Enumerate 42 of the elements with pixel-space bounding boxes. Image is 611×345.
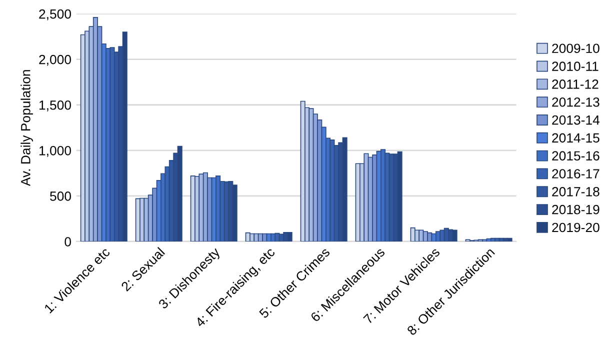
bar xyxy=(503,238,508,242)
bar xyxy=(342,137,348,242)
bar xyxy=(494,238,500,242)
bar xyxy=(198,174,204,242)
bar xyxy=(274,232,280,242)
bar xyxy=(177,146,182,242)
bar xyxy=(384,152,390,242)
y-tick-label: 1,500 xyxy=(40,100,71,112)
legend-label: 2016-17 xyxy=(552,169,600,178)
bar xyxy=(427,232,432,242)
legend-label: 2018-19 xyxy=(552,204,600,214)
bar xyxy=(397,151,402,242)
bar xyxy=(122,32,128,242)
bar xyxy=(418,230,424,242)
y-tick-label: 1,000 xyxy=(40,146,71,157)
y-tick-label: 2,500 xyxy=(39,9,71,20)
bar xyxy=(448,229,454,242)
bar xyxy=(232,184,238,242)
legend-label: 2019-20 xyxy=(552,222,600,232)
bar xyxy=(330,140,335,242)
legend-label: 2015-16 xyxy=(552,151,600,161)
bar xyxy=(507,238,512,242)
bar xyxy=(364,153,369,242)
bar xyxy=(283,232,288,242)
legend-label: 2011-12 xyxy=(552,80,598,89)
legend-label: 2013-14 xyxy=(552,115,600,125)
y-tick-label: 500 xyxy=(50,192,71,201)
bar xyxy=(393,154,398,242)
legend-label: 2017-18 xyxy=(552,187,600,196)
bar xyxy=(440,230,445,242)
legend-label: 2012-13 xyxy=(552,97,600,107)
legend-label: 2009-10 xyxy=(552,44,600,54)
bar xyxy=(228,180,234,242)
bar xyxy=(372,154,378,242)
y-axis-title: Av. Daily Population xyxy=(20,70,33,186)
bar xyxy=(308,108,314,242)
bar xyxy=(287,232,292,242)
bar xyxy=(452,230,458,242)
y-tick-label: 0 xyxy=(64,237,71,246)
legend-label: 2014-15 xyxy=(552,133,600,143)
y-tick-label: 2,000 xyxy=(39,54,71,66)
legend-label: 2010-11 xyxy=(552,62,598,71)
